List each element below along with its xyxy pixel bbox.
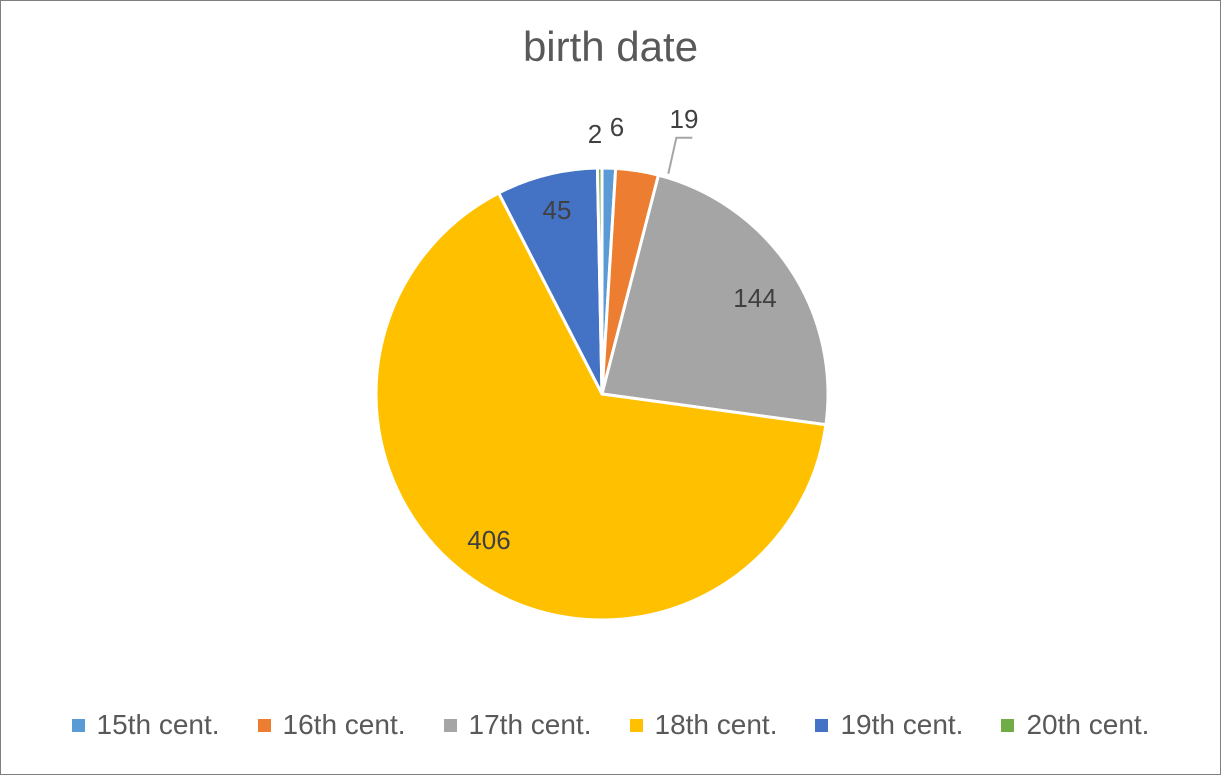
legend-swatch	[257, 718, 271, 732]
chart-legend: 15th cent. 16th cent. 17th cent. 18th cent.…	[1, 709, 1220, 741]
data-label: 45	[543, 195, 572, 225]
pie-slice-19th-cent	[497, 166, 604, 396]
legend-label: 18th cent.	[654, 709, 778, 740]
legend-label: 17th cent.	[468, 709, 592, 740]
legend-swatch	[71, 718, 85, 732]
data-label: 6	[610, 112, 624, 142]
legend-swatch	[443, 718, 457, 732]
data-label: 406	[467, 525, 510, 555]
data-label: 144	[733, 283, 776, 313]
data-label: 19	[670, 104, 699, 134]
legend-item-18th-cent: 18th cent.	[629, 709, 778, 741]
legend-label: 15th cent.	[96, 709, 220, 740]
data-label: 2	[588, 119, 602, 149]
legend-item-17th-cent: 17th cent.	[443, 709, 592, 741]
legend-swatch	[1001, 718, 1015, 732]
leader-line	[667, 136, 693, 174]
legend-item-20th-cent: 20th cent.	[1001, 709, 1149, 741]
legend-swatch	[815, 718, 829, 732]
legend-swatch	[629, 718, 643, 732]
legend-item-16th-cent: 16th cent.	[257, 709, 406, 741]
legend-item-15th-cent: 15th cent.	[71, 709, 220, 741]
legend-label: 19th cent.	[840, 709, 964, 740]
pie-slice-20th-cent	[595, 166, 604, 396]
pie-slice-18th-cent	[374, 191, 828, 622]
chart-title: birth date	[522, 23, 699, 70]
pie-slice-17th-cent	[600, 173, 830, 427]
legend-label: 20th cent.	[1026, 709, 1150, 740]
legend-item-19th-cent: 19th cent.	[815, 709, 963, 741]
legend-label: 16th cent.	[282, 709, 406, 740]
